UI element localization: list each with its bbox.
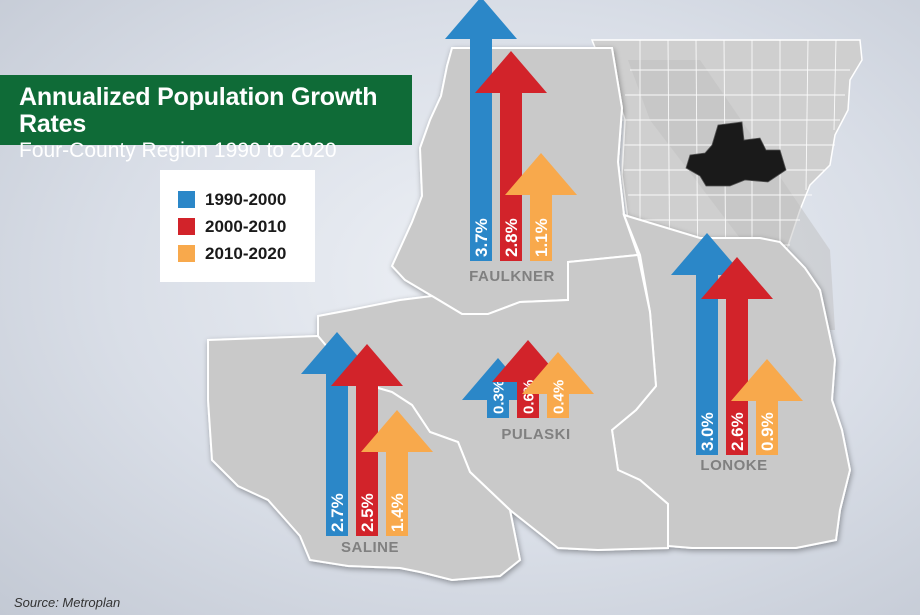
saline-rate-label-2010-2020: 1.4% bbox=[388, 493, 407, 532]
county-label-saline: SALINE bbox=[341, 539, 399, 556]
faulkner-rate-label-2000-2010: 2.8% bbox=[502, 218, 521, 257]
legend-swatch-2000-2010 bbox=[178, 218, 195, 235]
pulaski-arrow-2000-2010 bbox=[492, 340, 564, 418]
legend-swatch-2010-2020 bbox=[178, 245, 195, 262]
county-label-lonoke: LONOKE bbox=[700, 457, 767, 474]
legend-item: 2000-2010 bbox=[178, 213, 315, 240]
pulaski-arrow-2010-2020 bbox=[522, 352, 594, 418]
county-label-pulaski: PULASKI bbox=[501, 426, 570, 443]
map-subtitle: Four-County Region 1990 to 2020 bbox=[19, 139, 337, 162]
lonoke-arrow-2010-2020 bbox=[731, 359, 803, 455]
title-banner: Annualized Population Growth Rates Four-… bbox=[0, 75, 412, 162]
source-note: Source: Metroplan bbox=[14, 595, 121, 610]
faulkner-rate-label-1990-2000: 3.7% bbox=[472, 218, 491, 257]
lonoke-arrow-2000-2010 bbox=[701, 257, 773, 455]
legend-label: 1990-2000 bbox=[205, 189, 287, 209]
legend-swatch-1990-2000 bbox=[178, 191, 195, 208]
legend-label: 2000-2010 bbox=[205, 216, 287, 236]
faulkner-arrow-2000-2010 bbox=[475, 51, 547, 261]
faulkner-arrow-1990-2000 bbox=[445, 0, 517, 261]
county-label-faulkner: FAULKNER bbox=[469, 268, 555, 285]
pulaski-rate-label-1990-2000: 0.3% bbox=[490, 380, 507, 414]
four-county-highlight bbox=[685, 121, 787, 187]
legend-label: 2010-2020 bbox=[205, 243, 287, 263]
growth-arrows: 3.7% 2.8% 1.1%0.3% 0.6% 0.4%3.0% 2.6% 0.9%2.7%… bbox=[301, 0, 803, 536]
faulkner-arrow-2010-2020 bbox=[505, 153, 577, 261]
pulaski-rate-label-2010-2020: 0.4% bbox=[550, 380, 567, 414]
saline-arrow-2000-2010 bbox=[331, 344, 403, 536]
lonoke-rate-label-2010-2020: 0.9% bbox=[758, 412, 777, 451]
map-title: Annualized Population Growth Rates bbox=[19, 83, 378, 138]
saline-rate-label-2000-2010: 2.5% bbox=[358, 493, 377, 532]
legend-item: 1990-2000 bbox=[178, 186, 315, 213]
lonoke-rate-label-2000-2010: 2.6% bbox=[728, 412, 747, 451]
legend-item: 2010-2020 bbox=[178, 240, 315, 267]
saline-arrow-2010-2020 bbox=[361, 410, 433, 536]
legend: 1990-2000 2000-2010 2010-2020 bbox=[160, 170, 315, 282]
lonoke-arrow-1990-2000 bbox=[671, 233, 743, 455]
faulkner-rate-label-2010-2020: 1.1% bbox=[532, 218, 551, 257]
pulaski-arrow-1990-2000 bbox=[462, 358, 534, 418]
saline-rate-label-1990-2000: 2.7% bbox=[328, 493, 347, 532]
saline-arrow-1990-2000 bbox=[301, 332, 373, 536]
lonoke-rate-label-1990-2000: 3.0% bbox=[698, 412, 717, 451]
